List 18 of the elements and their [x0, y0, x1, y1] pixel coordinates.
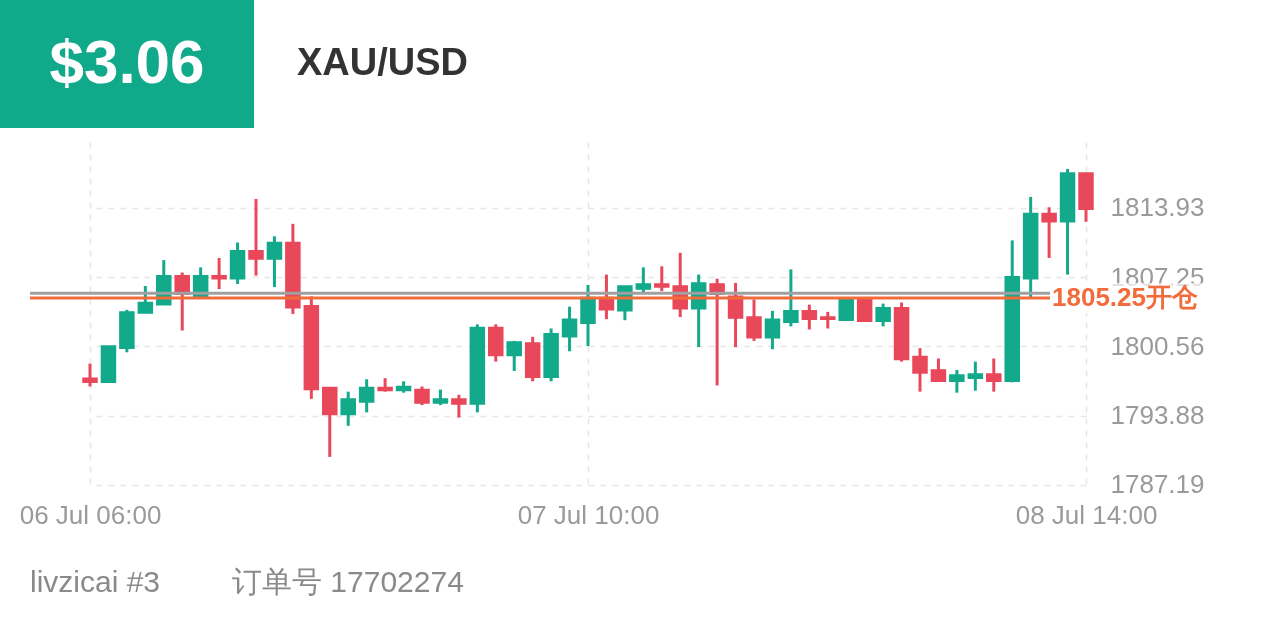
- y-tick-label: 1787.19: [1110, 469, 1205, 500]
- candlestick: [856, 297, 873, 322]
- y-tick-label: 1813.93: [1110, 192, 1205, 223]
- text: livzicai #3: [30, 565, 161, 598]
- text: $3.06: [49, 27, 205, 96]
- y-tick-label: 1793.88: [1110, 400, 1205, 431]
- candlestick: [654, 266, 670, 293]
- x-tick-label: 06 Jul 06:00: [19, 499, 162, 530]
- y-tick-label: 1800.56: [1110, 330, 1205, 361]
- text: 订单号 17702274: [232, 565, 464, 598]
- chart-title: XAU/USD: [297, 41, 469, 83]
- candlestick: [838, 298, 854, 321]
- candlestick: [100, 345, 117, 384]
- candlestick: [82, 363, 98, 387]
- candlestick: [451, 393, 467, 418]
- x-tick-label: 07 Jul 10:00: [517, 499, 660, 530]
- x-tick-label: 08 Jul 14:00: [1015, 499, 1158, 530]
- candlestick: [820, 310, 836, 329]
